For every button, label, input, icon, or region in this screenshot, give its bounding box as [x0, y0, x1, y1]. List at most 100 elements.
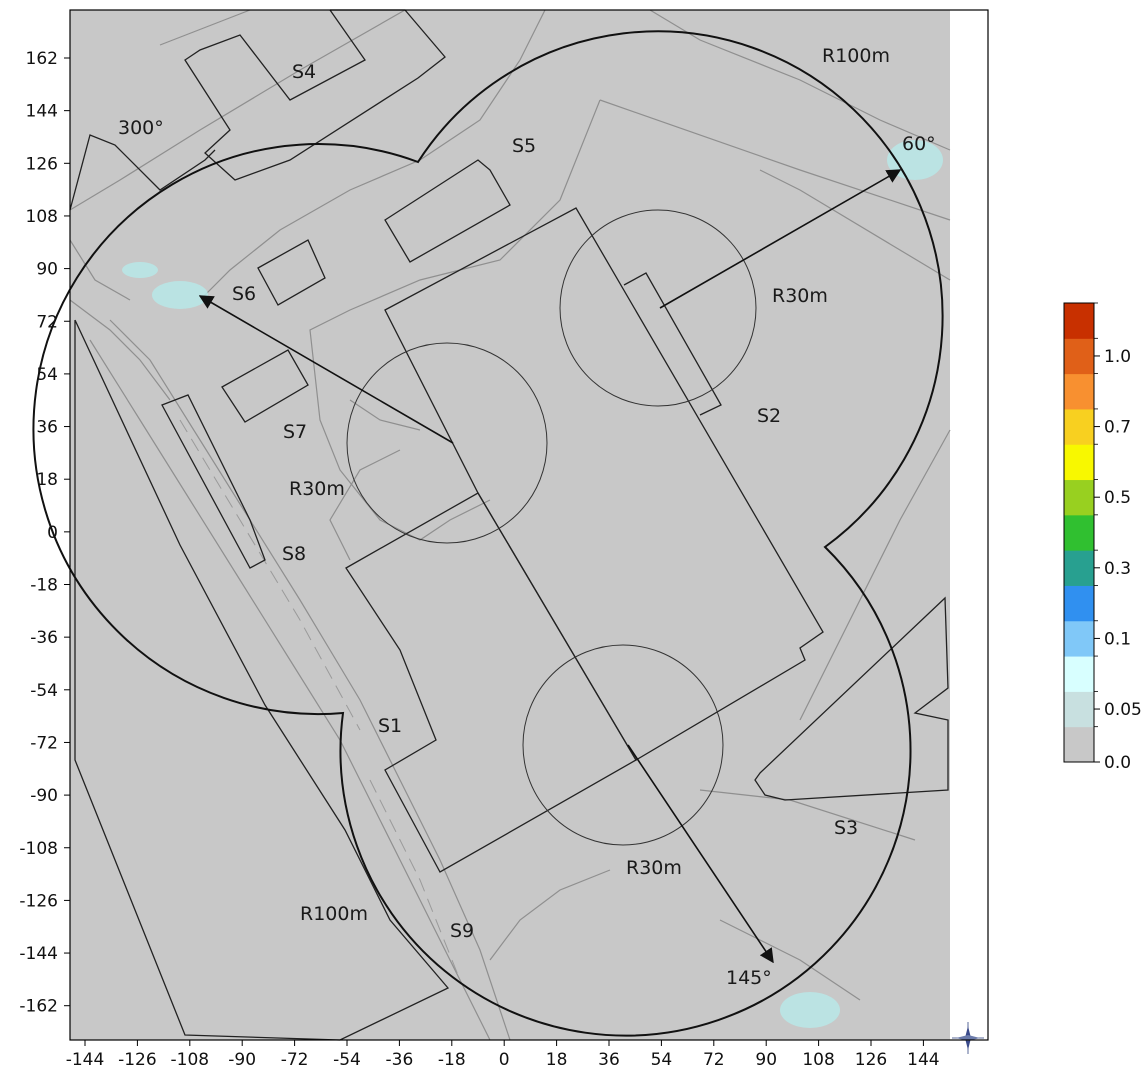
x-tick-label: -18	[438, 1050, 466, 1070]
y-tick-label: -108	[19, 839, 58, 859]
label-angle-300: 300°	[118, 117, 164, 139]
label-r100-bottom: R100m	[300, 903, 368, 925]
building-s4	[184, 9, 446, 181]
r100-envelope	[32, 30, 944, 1037]
map-blank-strip	[950, 10, 988, 1040]
y-tick-label: 108	[26, 207, 58, 227]
colorbar-segment	[1064, 726, 1094, 763]
colorbar-segment	[1064, 691, 1094, 728]
colorbar-segment	[1064, 479, 1094, 516]
label-s3: S3	[834, 817, 858, 839]
arrow-145	[627, 744, 774, 964]
y-tick-label: -72	[30, 733, 58, 753]
y-tick-label: 0	[47, 523, 58, 543]
axes-frame	[69, 9, 989, 1041]
colorbar: 1.0 0.7 0.5 0.3 0.1 0.05 0.0	[1063, 302, 1142, 773]
label-s1: S1	[378, 715, 402, 737]
direction-arrows	[198, 169, 902, 964]
label-angle-60: 60°	[902, 133, 936, 155]
building-main-bottom	[345, 492, 637, 873]
arrow-300	[198, 295, 454, 444]
y-tick-label: 90	[36, 260, 58, 280]
dashed-lines	[179, 419, 461, 981]
label-s4: S4	[292, 61, 316, 83]
x-tick-label: 108	[802, 1050, 834, 1070]
r30-circle-top	[559, 209, 757, 407]
x-tick-label: -90	[228, 1050, 256, 1070]
building-s2-annex	[623, 272, 722, 416]
x-tick-label: -54	[333, 1050, 361, 1070]
colorbar-segment	[1064, 585, 1094, 622]
label-r30-left: R30m	[289, 478, 345, 500]
building-300	[69, 134, 216, 211]
building-s5	[384, 159, 511, 263]
colorbar-segment	[1064, 444, 1094, 481]
y-tick-label: 54	[36, 365, 58, 385]
label-r100-top: R100m	[822, 45, 890, 67]
y-tick-label: -90	[30, 786, 58, 806]
colorbar-segment	[1064, 408, 1094, 445]
colorbar-segment	[1064, 656, 1094, 692]
y-tick-label: -54	[30, 681, 58, 701]
y-tick-label: -144	[19, 944, 58, 964]
y-tick-label: 144	[26, 102, 58, 122]
colorbar-frame	[1063, 302, 1095, 763]
x-tick-label: -72	[281, 1050, 309, 1070]
colorbar-segment	[1064, 338, 1094, 375]
label-r30-bottom: R30m	[626, 857, 682, 879]
colorbar-tick-label: 0.1	[1104, 629, 1131, 649]
x-tick-label: -36	[386, 1050, 414, 1070]
label-s5: S5	[512, 135, 536, 157]
building-s3	[754, 596, 949, 801]
building-outlines	[69, 9, 949, 1041]
building-s6	[257, 239, 326, 306]
x-tick-label: -126	[118, 1050, 157, 1070]
y-tick-label: -126	[19, 891, 58, 911]
colorbar-segment	[1064, 514, 1094, 551]
colorbar-tick-label: 0.05	[1104, 700, 1142, 720]
y-axis-ticks: 162 144 126 108 90 72 54 36 18 0 -18 -36 -54 -72 -90 -1…	[19, 49, 70, 1017]
x-tick-label: 72	[703, 1050, 725, 1070]
colorbar-tick-label: 0.5	[1104, 488, 1131, 508]
y-tick-label: -36	[30, 628, 58, 648]
r30-circle-bottom	[522, 644, 724, 846]
y-tick-label: 18	[36, 470, 58, 490]
y-tick-label: 36	[36, 418, 58, 438]
building-s8	[161, 394, 266, 569]
x-tick-label: -108	[171, 1050, 210, 1070]
colorbar-tick-label: 1.0	[1104, 347, 1131, 367]
y-tick-label: 162	[26, 49, 58, 69]
x-tick-label: 36	[598, 1050, 620, 1070]
label-s6: S6	[232, 283, 256, 305]
building-s7	[221, 349, 309, 423]
y-tick-label: -18	[30, 576, 58, 596]
colorbar-segment	[1064, 373, 1094, 410]
label-s2: S2	[757, 405, 781, 427]
x-tick-label: -144	[66, 1050, 105, 1070]
x-tick-label: 90	[755, 1050, 777, 1070]
x-tick-label: 54	[651, 1050, 673, 1070]
colorbar-segment	[1064, 550, 1094, 586]
colorbar-tick-label: 0.3	[1104, 559, 1131, 579]
r30-circles	[346, 209, 757, 846]
colorbar-tick-label: 0.0	[1104, 753, 1131, 773]
r30-circle-left	[346, 342, 548, 544]
x-tick-label: 126	[855, 1050, 887, 1070]
x-tick-label: 0	[499, 1050, 510, 1070]
label-r30-top: R30m	[772, 285, 828, 307]
x-axis-ticks: -144 -126 -108 -90 -72 -54 -36 -18 0 18 36 54 72 90 10…	[66, 1040, 940, 1070]
label-s9: S9	[450, 920, 474, 942]
label-angle-145: 145°	[726, 967, 772, 989]
label-s8: S8	[282, 543, 306, 565]
y-tick-label: -162	[19, 997, 58, 1017]
map-labels: S4 300° S5 R100m 60° S6 R30m S2 S7 R30m …	[118, 45, 936, 989]
colorbar-tick-label: 0.7	[1104, 418, 1131, 438]
x-tick-label: 18	[546, 1050, 568, 1070]
building-s9	[74, 319, 450, 1041]
colorbar-segment	[1064, 303, 1094, 339]
arrow-60	[659, 169, 902, 309]
x-tick-label: 144	[907, 1050, 939, 1070]
colorbar-segment	[1064, 620, 1094, 657]
label-s7: S7	[283, 421, 307, 443]
